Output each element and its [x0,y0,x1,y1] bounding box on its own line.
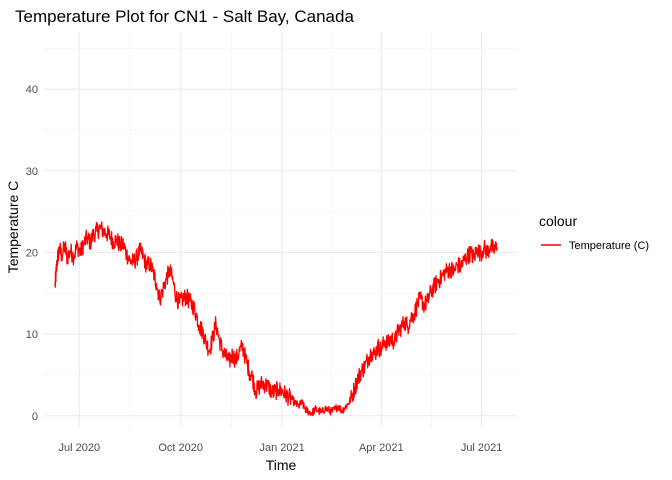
grid-layer [44,32,518,428]
legend-label-temperature: Temperature (C) [569,240,649,252]
x-axis-title: Time [266,457,297,473]
x-tick-label: Jul 2020 [58,442,100,454]
series-layer [54,221,498,416]
y-axis-title: Temperature C [5,181,21,274]
y-tick-label: 10 [26,329,38,341]
y-axis-ticks: 0 10 20 30 40 [26,84,38,423]
x-axis-ticks: Jul 2020 Oct 2020 Jan 2021 Apr 2021 Jul 2021 [58,442,502,454]
x-tick-label: Apr 2021 [359,442,404,454]
x-tick-label: Jul 2021 [461,442,503,454]
y-tick-label: 30 [26,166,38,178]
x-tick-label: Jan 2021 [259,442,304,454]
x-tick-label: Oct 2020 [158,442,203,454]
y-tick-label: 20 [26,247,38,259]
y-tick-label: 40 [26,84,38,96]
chart-title: Temperature Plot for CN1 - Salt Bay, Can… [15,7,354,26]
y-tick-label: 0 [32,411,38,423]
legend: colour Temperature (C) [539,213,649,252]
temperature-series-line [54,221,498,416]
legend-title: colour [539,213,577,229]
